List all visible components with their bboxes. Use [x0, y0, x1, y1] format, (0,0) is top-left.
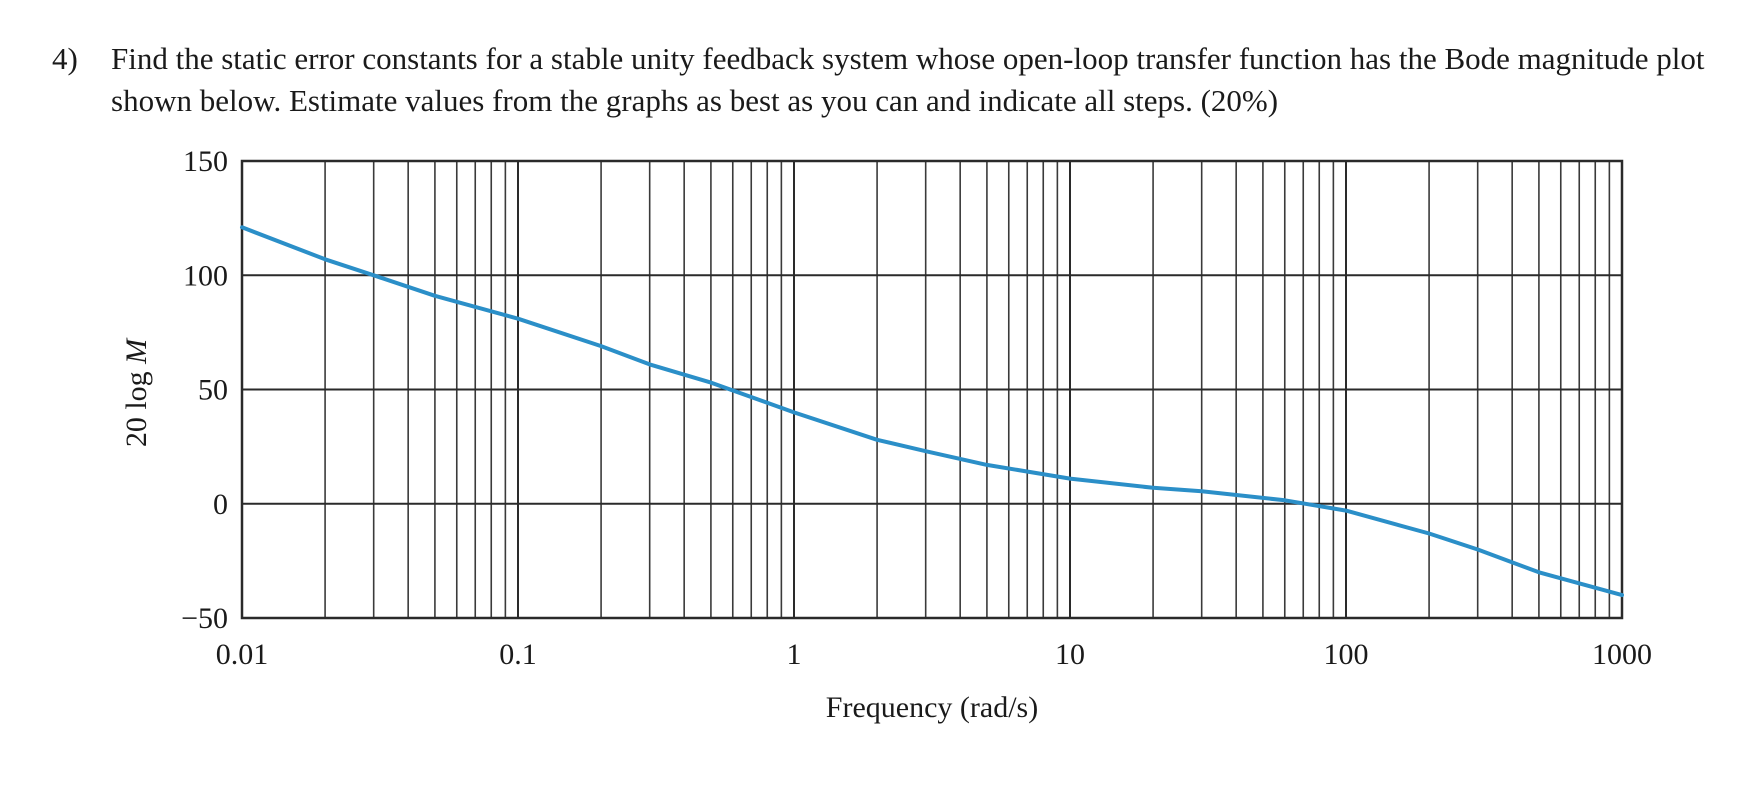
- y-axis-label-variable: M: [120, 337, 153, 365]
- y-tick-label: −50: [181, 602, 228, 635]
- question-number: 4): [52, 41, 78, 76]
- x-tick-label: 1: [787, 638, 802, 671]
- y-axis-label-prefix: 20 log: [120, 364, 153, 447]
- x-tick-label: 100: [1324, 638, 1369, 671]
- x-tick-label: 0.01: [216, 638, 269, 671]
- x-tick-label: 1000: [1592, 638, 1652, 671]
- y-axis-label: 20 log M: [120, 337, 153, 447]
- y-tick-label: 0: [213, 488, 228, 521]
- grid: [241, 160, 1623, 619]
- plot-frame: [240, 159, 1624, 620]
- y-tick-labels: 150 100 50 0 −50: [181, 145, 228, 635]
- x-tick-label: 0.1: [499, 638, 537, 671]
- y-tick-label: 50: [198, 374, 228, 407]
- data-series: [240, 225, 1624, 598]
- y-tick-label: 150: [183, 145, 228, 178]
- magnitude-line: [240, 225, 1624, 598]
- y-tick-label: 100: [183, 259, 228, 292]
- x-axis-label: Frequency (rad/s): [826, 691, 1038, 724]
- plot-border: [240, 159, 1624, 620]
- x-tick-labels: 0.01 0.1 1 10 100 1000: [216, 638, 1652, 671]
- x-tick-label: 10: [1055, 638, 1085, 671]
- question-text: Find the static error constants for a st…: [111, 41, 1705, 118]
